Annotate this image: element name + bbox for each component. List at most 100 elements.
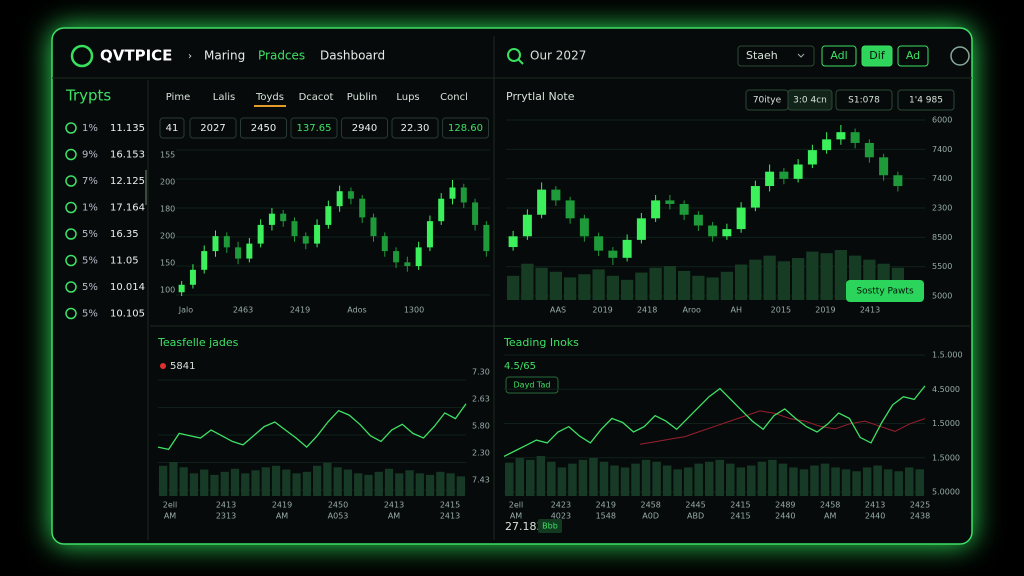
volume-bar [749, 259, 762, 300]
x-tick-label: 2425 [910, 501, 930, 510]
tab[interactable]: Dcacot [299, 92, 334, 103]
header-button-label[interactable]: Dif [869, 49, 886, 62]
candle-body [415, 247, 422, 267]
x-tick-label: A0D [642, 512, 659, 521]
volume-bar [610, 465, 619, 496]
tab[interactable]: Concl [440, 92, 468, 103]
x-tick-label: AAS [550, 306, 566, 315]
quote-box [159, 117, 185, 139]
volume-bar [169, 462, 178, 496]
row-value: 10.105 [110, 309, 145, 320]
y-tick-label: 7400 [932, 145, 952, 154]
volume-bar [810, 465, 819, 496]
candle-body [879, 157, 889, 176]
row-value: 11.05 [110, 256, 139, 267]
volume-bar [831, 467, 840, 496]
search-icon-handle [517, 58, 524, 65]
tab[interactable]: Publin [347, 92, 377, 103]
candle-body [893, 175, 903, 187]
action-button-label[interactable]: Sostty Pawts [856, 287, 914, 297]
panel-title: Prrytlal Note [506, 90, 575, 103]
tab[interactable]: Toyds [255, 92, 284, 103]
header-button[interactable] [861, 45, 893, 67]
row-percent: 5% [82, 309, 98, 320]
volume-bar [620, 467, 630, 496]
y-tick-label: 200 [160, 178, 175, 187]
y-tick-label: 150 [160, 259, 175, 268]
range-button-label[interactable]: 70itye [753, 96, 782, 106]
volume-bar [662, 465, 672, 496]
quote-box [240, 117, 287, 139]
select-box[interactable] [737, 45, 815, 67]
volume-bar [683, 467, 693, 496]
nav-link[interactable]: Pradces [258, 49, 305, 63]
search-icon [507, 48, 521, 62]
candle-body [522, 214, 532, 237]
header-button-label[interactable]: Adl [830, 49, 847, 62]
header-button[interactable] [897, 45, 929, 67]
quote-value: 2450 [251, 123, 276, 134]
candle-body [393, 251, 400, 263]
quote-box [189, 117, 237, 139]
quote-value: 41 [166, 123, 179, 134]
tab[interactable]: Pime [166, 92, 190, 103]
x-tick-label: 2458 [640, 501, 660, 510]
volume-bar [189, 473, 199, 496]
tab[interactable]: Lalis [213, 92, 235, 103]
range-button-label[interactable]: 1'4 985 [909, 96, 943, 106]
y-tick-label: 200 [160, 232, 175, 241]
volume-bar [720, 271, 733, 300]
volume-bar [200, 469, 209, 496]
volume-bar [557, 467, 567, 496]
x-tick-label: 2489 [775, 501, 795, 510]
x-tick-label: AM [276, 512, 288, 521]
x-tick-label: 2418 [637, 306, 657, 315]
volume-bar [526, 459, 535, 496]
y-tick-label: 2.63 [472, 395, 490, 404]
x-tick-label: 2ell [163, 501, 177, 510]
volume-bar [323, 462, 332, 496]
search-text[interactable]: Our 2027 [530, 49, 586, 63]
profile-icon[interactable] [950, 46, 970, 66]
x-tick-label: 2ell [509, 501, 523, 510]
volume-bar [251, 470, 260, 496]
candle-body [750, 186, 760, 208]
candle-body [426, 221, 433, 248]
badge [505, 376, 559, 394]
candle-body [708, 225, 718, 237]
volume-bar [704, 461, 714, 496]
candle-body [622, 239, 632, 258]
volume-bar [456, 476, 465, 496]
range-button[interactable] [897, 89, 955, 111]
candle-body [189, 269, 196, 285]
action-button[interactable] [846, 280, 924, 302]
range-button[interactable] [835, 89, 893, 111]
tab[interactable]: Lups [396, 92, 419, 103]
range-button-label[interactable]: 3:0 4cn [793, 96, 827, 106]
y-tick-label: 4.5000 [932, 385, 960, 394]
volume-bar [354, 473, 363, 496]
header-button[interactable] [821, 45, 857, 67]
line-series [639, 410, 926, 445]
nav-link[interactable]: Dashboard [320, 49, 385, 63]
select-text[interactable]: Staeh [746, 49, 778, 62]
footer-badge-label: Bbb [542, 522, 558, 531]
candle-body [449, 187, 456, 199]
x-tick-label: 2445 [685, 501, 705, 510]
candle-body [381, 236, 388, 252]
x-tick-label: 2440 [865, 512, 885, 521]
header-button-label[interactable]: Ad [906, 49, 920, 62]
y-tick-label: 100 [160, 286, 175, 295]
range-button-label[interactable]: S1:078 [848, 96, 880, 106]
candle-body [302, 236, 309, 244]
x-tick-label: 1548 [596, 512, 616, 521]
volume-bar [241, 473, 250, 496]
row-percent: 5% [82, 229, 98, 240]
volume-bar [230, 468, 240, 496]
range-button[interactable] [787, 89, 833, 111]
x-tick-label: ABD [687, 512, 704, 521]
nav-link[interactable]: Maring [204, 49, 245, 63]
volume-bar [852, 471, 861, 496]
volume-bar [564, 277, 577, 300]
volume-bar [282, 469, 291, 496]
